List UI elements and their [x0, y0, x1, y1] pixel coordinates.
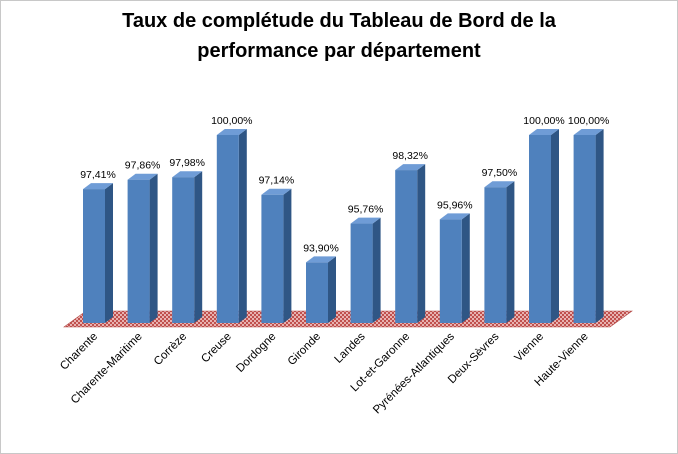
bar-front-face — [306, 262, 328, 323]
value-label: 97,98% — [169, 157, 205, 169]
bar-front-face — [127, 179, 150, 323]
chart-title-line-1: Taux de complétude du Tableau de Bord de… — [122, 10, 556, 32]
bar-front-face — [350, 223, 373, 323]
bar-side-face — [328, 256, 336, 323]
bar-top-face — [216, 129, 247, 135]
bar-side-face — [551, 129, 559, 323]
bar-front-face — [261, 194, 284, 323]
value-label: 97,86% — [125, 160, 161, 172]
bar-top-face — [83, 183, 113, 190]
value-label: 97,41% — [80, 169, 116, 181]
chart-title-line-2: performance par département — [197, 40, 481, 62]
category-label: Charente — [58, 331, 100, 373]
bar-12 — [573, 129, 604, 323]
bar-top-face — [439, 213, 470, 220]
bar-side-face — [194, 171, 203, 323]
value-label: 93,90% — [303, 242, 339, 254]
category-label: Gironde — [286, 331, 323, 368]
category-label: Corrèze — [152, 331, 189, 368]
bar-top-face — [127, 173, 158, 180]
value-label: 98,32% — [392, 150, 428, 162]
bar-9 — [439, 213, 470, 323]
bar-1 — [83, 183, 113, 323]
bar-top-face — [306, 256, 336, 263]
value-label: 97,50% — [482, 167, 518, 179]
bar-side-face — [461, 213, 470, 323]
category-label: Dordogne — [234, 331, 278, 375]
bar-top-face — [529, 129, 559, 135]
value-label: 97,14% — [259, 175, 295, 187]
bar-5 — [261, 188, 292, 323]
bar-side-face — [105, 183, 113, 323]
bar-6 — [306, 256, 336, 323]
bar-front-face — [529, 135, 551, 323]
bar-8 — [395, 164, 426, 323]
bar-front-face — [573, 135, 596, 323]
bar-top-face — [172, 171, 203, 178]
value-label: 95,96% — [437, 199, 473, 211]
category-label: Creuse — [199, 331, 234, 366]
bar-side-face — [149, 173, 158, 323]
value-label: 100,00% — [523, 115, 564, 127]
value-label: 100,00% — [568, 115, 609, 127]
bar-7 — [350, 217, 381, 323]
category-label: Vienne — [512, 331, 546, 365]
bar-top-face — [395, 164, 426, 171]
bar-side-face — [283, 188, 292, 323]
bar-front-face — [484, 187, 507, 323]
bar-top-face — [484, 181, 515, 188]
bar-side-face — [372, 217, 381, 323]
bar-side-face — [417, 164, 426, 323]
bar-3 — [172, 171, 203, 323]
category-label: Landes — [333, 330, 368, 365]
bar-11 — [529, 129, 559, 323]
bar-top-face — [261, 188, 292, 195]
value-label: 100,00% — [211, 115, 252, 127]
bar-front-face — [216, 135, 239, 323]
bar-top-face — [350, 217, 381, 224]
bar-4 — [216, 129, 247, 323]
bar-front-face — [83, 189, 105, 323]
bar-10 — [484, 181, 515, 323]
bar-front-face — [439, 219, 462, 323]
bar-front-face — [395, 170, 418, 323]
bar-side-face — [238, 129, 247, 323]
bar-side-face — [595, 129, 604, 323]
bar-2 — [127, 173, 158, 323]
value-label: 95,76% — [348, 204, 384, 216]
category-label: Pyrénées-Atlantiques — [371, 330, 457, 416]
bar-top-face — [573, 129, 604, 135]
bar-front-face — [172, 177, 195, 323]
bar-side-face — [506, 181, 515, 323]
chart-title: Taux de complétude du Tableau de Bord de… — [0, 6, 678, 66]
